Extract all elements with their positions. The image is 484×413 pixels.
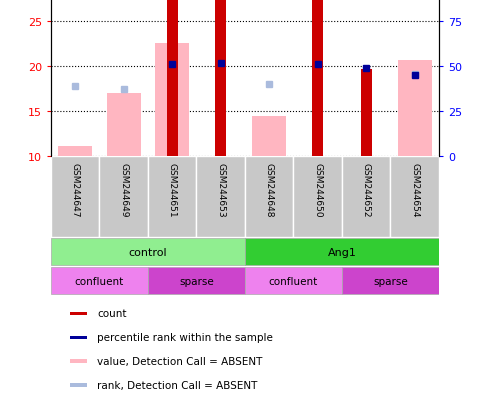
FancyBboxPatch shape [196,157,244,237]
Bar [58,146,92,157]
Bar [252,116,286,157]
Bar [70,336,87,339]
FancyBboxPatch shape [341,157,390,237]
Text: sparse: sparse [372,276,407,286]
Text: Ang1: Ang1 [327,247,356,257]
Text: GSM244654: GSM244654 [409,163,418,217]
Text: GSM244653: GSM244653 [216,163,225,217]
Text: control: control [128,247,167,257]
Bar [360,70,371,157]
FancyBboxPatch shape [51,268,148,294]
Bar [215,0,226,157]
Text: GSM244648: GSM244648 [264,163,273,217]
Text: GSM244650: GSM244650 [313,163,321,217]
Bar [312,0,322,157]
Bar [70,360,87,363]
Bar [70,312,87,316]
FancyBboxPatch shape [341,268,438,294]
FancyBboxPatch shape [99,157,148,237]
FancyBboxPatch shape [390,157,438,237]
Text: rank, Detection Call = ABSENT: rank, Detection Call = ABSENT [97,380,257,390]
FancyBboxPatch shape [244,239,438,265]
FancyArrow shape [36,273,48,289]
Text: GSM244649: GSM244649 [119,163,128,217]
FancyArrow shape [36,244,48,260]
FancyBboxPatch shape [148,157,196,237]
FancyBboxPatch shape [293,157,341,237]
Text: confluent: confluent [75,276,124,286]
Text: GSM244647: GSM244647 [71,163,79,217]
Text: count: count [97,309,127,318]
FancyBboxPatch shape [244,157,293,237]
Text: GSM244652: GSM244652 [361,163,370,217]
Bar [155,44,189,157]
Text: confluent: confluent [268,276,318,286]
Bar [397,61,431,157]
Text: GSM244651: GSM244651 [167,163,176,217]
Bar [166,0,177,157]
Text: sparse: sparse [179,276,213,286]
FancyBboxPatch shape [148,268,244,294]
Text: value, Detection Call = ABSENT: value, Detection Call = ABSENT [97,356,262,366]
Bar [106,94,140,157]
Text: percentile rank within the sample: percentile rank within the sample [97,332,273,342]
Bar [70,383,87,387]
FancyBboxPatch shape [51,239,244,265]
FancyBboxPatch shape [51,157,99,237]
FancyBboxPatch shape [244,268,341,294]
